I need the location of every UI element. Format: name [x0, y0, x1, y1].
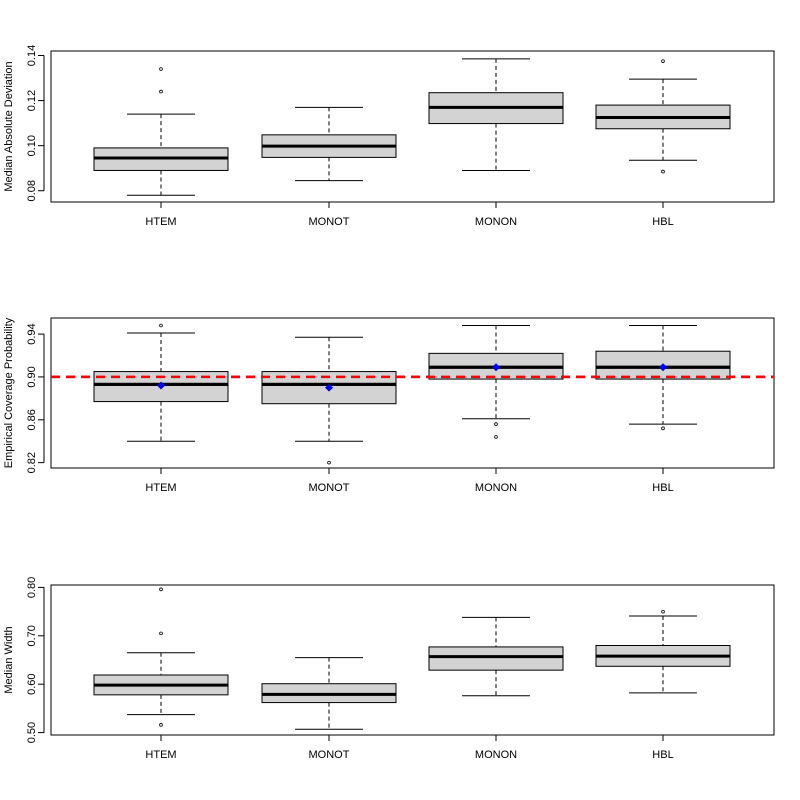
- x-category-label: MONOT: [309, 216, 350, 228]
- chart-panel-3: 0.50 0.60 0.70 0.80 Median Width HTEM MONOT MON…: [3, 577, 775, 761]
- box-htem: [93, 67, 229, 196]
- box-hbl: [595, 59, 731, 174]
- outlier-point: [661, 169, 665, 174]
- outlier-point: [494, 422, 498, 426]
- mean-marker: [325, 383, 333, 392]
- plot-frame: [50, 584, 775, 736]
- mean-marker: [659, 363, 667, 372]
- x-category-label: MONON: [475, 749, 517, 761]
- x-category-label: HTEM: [145, 216, 176, 228]
- plot-frame: [50, 50, 775, 203]
- y-tick-label: 0.70: [26, 625, 38, 646]
- outlier-point: [327, 460, 331, 465]
- outlier-point: [661, 609, 665, 614]
- y-axis-title: Median Width: [3, 626, 15, 693]
- y-tick-label: 0.60: [26, 673, 38, 694]
- mean-marker: [492, 363, 500, 372]
- outlier-point: [159, 631, 163, 636]
- box-monot: [261, 336, 397, 465]
- x-category-label: MONOT: [309, 482, 350, 494]
- outlier-point: [159, 323, 163, 328]
- y-tick-label: 0.12: [26, 90, 38, 111]
- y-tick-label: 0.80: [26, 577, 38, 598]
- x-category-label: HBL: [652, 482, 673, 494]
- box-monot: [261, 106, 397, 182]
- y-tick-label: 0.08: [26, 180, 38, 201]
- x-category-label: MONON: [475, 216, 517, 228]
- box-htem: [93, 587, 229, 727]
- x-category-label: HTEM: [145, 749, 176, 761]
- x-category-label: HTEM: [145, 482, 176, 494]
- box-body: [428, 646, 564, 671]
- outlier-point: [661, 59, 665, 63]
- box-monon: [428, 58, 564, 171]
- box-hbl: [595, 609, 731, 694]
- outlier-point: [159, 67, 163, 71]
- outlier-point: [159, 723, 163, 727]
- x-category-label: MONON: [475, 482, 517, 494]
- outlier-point: [159, 587, 163, 592]
- y-tick-label: 0.10: [26, 135, 38, 156]
- box-monon: [428, 616, 564, 697]
- y-tick-label: 0.50: [26, 722, 38, 743]
- outlier-point: [159, 89, 163, 94]
- outlier-point: [661, 426, 665, 431]
- x-category-label: HBL: [652, 749, 673, 761]
- chart-panel-1: 0.08 0.10 0.12 0.14 Median Absolute Deviatio…: [3, 45, 775, 228]
- outlier-point: [494, 435, 498, 439]
- y-tick-label: 0.94: [26, 323, 38, 344]
- y-tick-label: 0.86: [26, 409, 38, 430]
- mean-marker: [157, 381, 165, 390]
- y-tick-label: 0.90: [26, 366, 38, 387]
- y-tick-label: 0.14: [26, 45, 38, 66]
- plot-frame: [50, 317, 775, 469]
- x-category-label: HBL: [652, 216, 673, 228]
- y-axis-title: Median Absolute Deviation: [3, 61, 15, 191]
- box-monot: [261, 657, 397, 730]
- x-category-label: MONOT: [309, 749, 350, 761]
- box-hbl: [595, 325, 731, 431]
- y-tick-label: 0.82: [26, 452, 38, 473]
- box-monon: [428, 325, 564, 439]
- chart-panel-2: 0.82 0.86 0.90 0.94 Empirical Coverage Proba…: [3, 317, 775, 494]
- y-axis-title: Empirical Coverage Probability: [3, 317, 15, 468]
